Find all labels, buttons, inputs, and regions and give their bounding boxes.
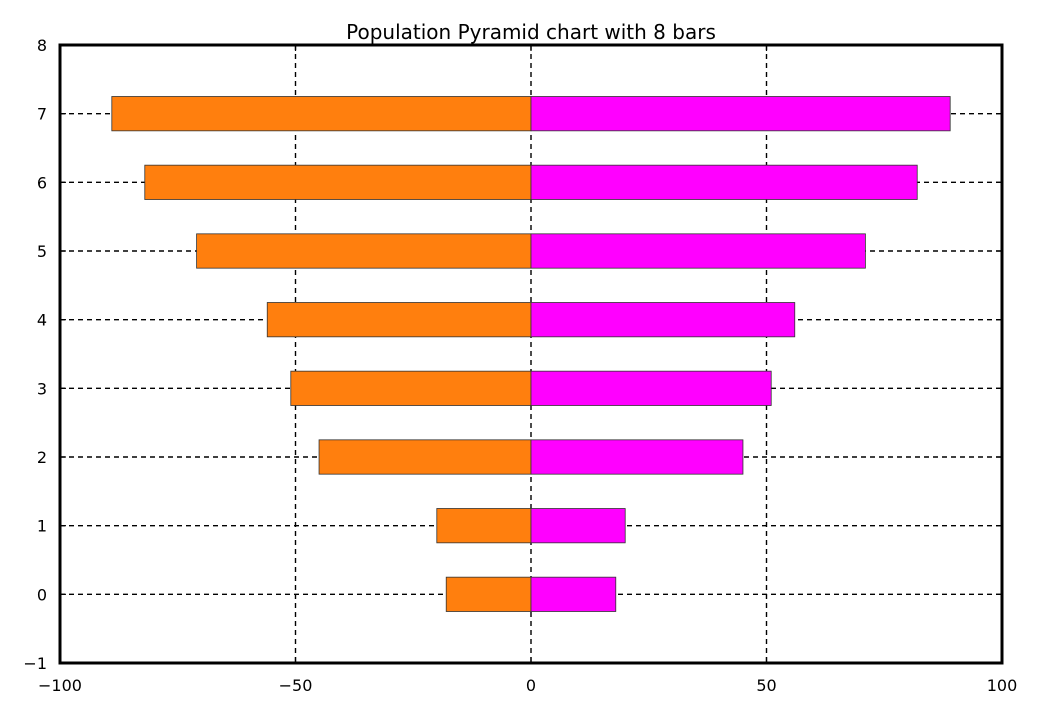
y-tick-label: 5 (37, 242, 47, 261)
bars (111, 96, 951, 612)
bar-right-1 (530, 508, 626, 544)
bar-right-3 (530, 370, 772, 406)
bar-left-5 (196, 233, 532, 269)
y-axis-ticks: −1 0 1 2 3 4 5 6 7 8 (23, 36, 1002, 673)
y-tick-label: 2 (37, 448, 47, 467)
bar-right-0 (530, 576, 617, 612)
x-tick-label: −50 (279, 676, 313, 695)
x-axis-ticks: −100 −50 0 50 100 (38, 45, 1017, 695)
bar-right-6 (530, 164, 918, 200)
bar-left-1 (436, 508, 532, 544)
bar-right-5 (530, 233, 866, 269)
y-tick-label: 7 (37, 105, 47, 124)
y-tick-label: 3 (37, 379, 47, 398)
y-tick-label: 8 (37, 36, 47, 55)
bar-left-3 (290, 370, 532, 406)
bar-left-4 (266, 302, 532, 338)
bar-left-0 (445, 576, 532, 612)
x-tick-label: −100 (38, 676, 82, 695)
chart-title: Population Pyramid chart with 8 bars (346, 20, 716, 44)
bar-left-6 (144, 164, 532, 200)
bar-left-7 (111, 96, 532, 132)
y-tick-label: 1 (37, 517, 47, 536)
grid-lines (60, 45, 1002, 663)
y-tick-label: 4 (37, 311, 47, 330)
x-tick-label: 0 (526, 676, 536, 695)
bar-left-2 (318, 439, 532, 475)
bar-right-2 (530, 439, 744, 475)
y-tick-label: 6 (37, 173, 47, 192)
y-tick-label: −1 (23, 654, 47, 673)
bar-right-4 (530, 302, 796, 338)
x-tick-label: 100 (987, 676, 1018, 695)
x-tick-label: 50 (756, 676, 776, 695)
bar-right-7 (530, 96, 951, 132)
y-tick-label: 0 (37, 585, 47, 604)
